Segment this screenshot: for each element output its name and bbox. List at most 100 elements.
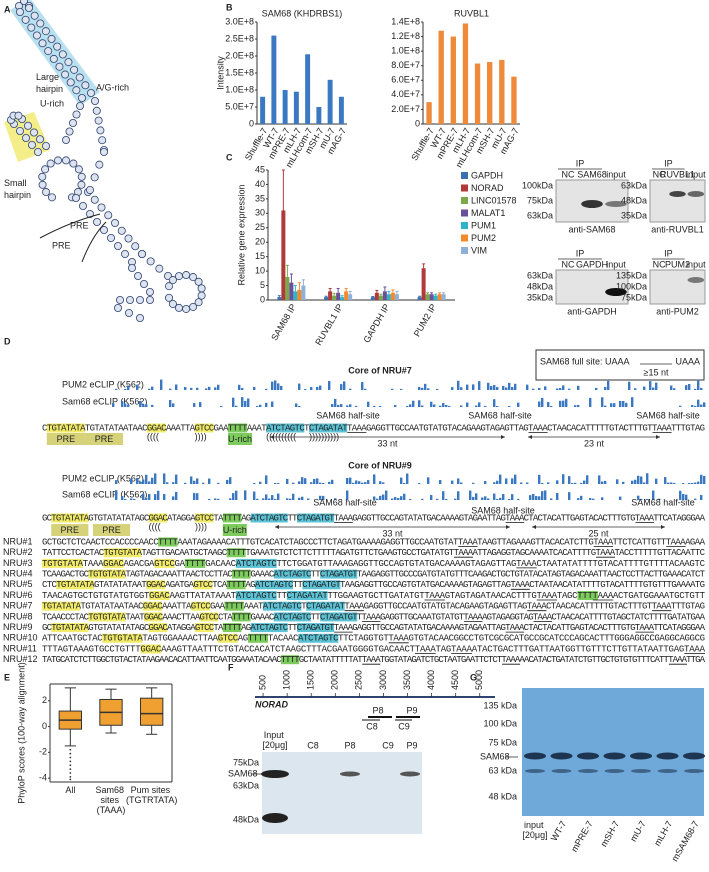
eclip-signal [655, 382, 658, 390]
eclip-signal [562, 400, 565, 407]
eclip-signal [235, 405, 238, 407]
eclip-signal [472, 496, 475, 500]
nucleotide [32, 31, 41, 40]
section-title: Core of NRU#7 [348, 365, 412, 375]
half-site-label: SAM68 half-site [636, 410, 700, 420]
bar [487, 62, 493, 124]
blot-band [656, 752, 679, 760]
nucleotide [94, 116, 103, 125]
bar [462, 23, 469, 125]
eclip-signal [271, 381, 274, 390]
eclip-signal [547, 482, 550, 484]
motif-highlight [273, 612, 311, 622]
eclip-signal [499, 474, 502, 484]
eclip-signal [406, 473, 409, 484]
bar [282, 90, 288, 124]
eclip-signal [265, 402, 268, 407]
legend-label: LINC01578 [471, 195, 517, 205]
panel-letter: B [226, 2, 233, 12]
nucleotide [20, 0, 28, 5]
motif-box-label: PRE [95, 434, 114, 444]
probe-label: C8 [366, 721, 378, 731]
motif-highlight [51, 513, 89, 523]
nucleotide [86, 185, 95, 194]
eclip-signal [496, 498, 499, 500]
motif-highlight [247, 633, 269, 643]
eclip-signal [646, 498, 649, 500]
eclip-signal [136, 477, 139, 484]
motif-highlight [224, 601, 244, 611]
eclip-signal [316, 386, 319, 390]
y-tick-label: 4.0E+7 [391, 89, 420, 99]
y-tick-label: 1.0E+8 [391, 46, 420, 56]
nucleotide [62, 135, 71, 144]
motif-highlight [228, 423, 248, 433]
motif-highlight [217, 633, 238, 643]
nucleotide [21, 15, 30, 24]
y-tick-label: -4 [39, 773, 47, 783]
panel-letter: E [4, 672, 10, 682]
nucleotide [165, 293, 174, 302]
row-name: NRU#7 [3, 601, 33, 611]
bar [344, 291, 349, 300]
eclip-signal [571, 482, 574, 484]
eclip-signal [574, 405, 577, 407]
eclip-signal [538, 496, 541, 500]
eclip-signal [451, 387, 454, 390]
eclip-signal [484, 481, 487, 484]
blot-band [578, 769, 598, 773]
eclip-signal [394, 405, 397, 407]
legend-label: NORAD [471, 183, 504, 193]
bar [394, 294, 399, 300]
eclip-signal [700, 495, 703, 500]
structure-label: A/G-rich [96, 82, 129, 92]
motif-highlight [297, 623, 335, 633]
bar [438, 30, 444, 124]
eclip-signal [433, 404, 436, 407]
nucleotide [46, 159, 55, 168]
half-site-label: SAM68 half-site [468, 410, 532, 420]
eclip-signal [115, 490, 118, 500]
lane-label: input [686, 169, 706, 179]
eclip-signal [142, 493, 145, 500]
lane-label: RUVBL1 [660, 169, 695, 179]
eclip-signal [301, 477, 304, 484]
eclip-signal [688, 482, 691, 484]
sequence: CTCTGTATATAGTATATATAATGGACAGATGAGTCCTCAT… [42, 580, 705, 590]
sequence: GCTGCTCTCAACTCCACCCCAACCTTTTAAATAGAAAACA… [42, 537, 706, 547]
eclip-signal [634, 479, 637, 484]
eclip-signal [631, 480, 634, 484]
antibody-label: anti-SAM68 [568, 224, 615, 234]
y-tick-label: 1.2E+8 [391, 31, 420, 41]
eclip-signal [445, 404, 448, 407]
bar [332, 295, 337, 300]
bar [293, 91, 299, 124]
panel-letter: F [228, 662, 234, 672]
outlier [69, 748, 72, 751]
pre-arc [39, 213, 101, 239]
eclip-signal [316, 478, 319, 484]
eclip-signal [505, 478, 508, 484]
track-label: PUM2 eCLIP (K562) [62, 473, 144, 483]
eclip-signal [601, 497, 604, 500]
eclip-signal [385, 490, 388, 500]
eclip-signal [583, 480, 586, 484]
eclip-signal [508, 382, 511, 390]
eclip-signal [355, 480, 358, 484]
nucleotide [27, 23, 36, 32]
nucleotide [117, 226, 126, 235]
eclip-signal [169, 400, 172, 407]
eclip-signal [580, 482, 583, 484]
eclip-signal [226, 479, 229, 484]
nucleotide [38, 180, 47, 189]
eclip-signal [205, 388, 208, 390]
motif-highlight [88, 569, 126, 579]
nucleotide [124, 234, 133, 243]
eclip-signal [682, 482, 685, 484]
nucleotide [81, 81, 90, 90]
y-tick-label: 35 [255, 193, 265, 203]
eclip-signal [427, 477, 430, 484]
eclip-signal [604, 480, 607, 484]
motif-box-label: PRE [57, 434, 76, 444]
nucleotide [137, 249, 146, 258]
